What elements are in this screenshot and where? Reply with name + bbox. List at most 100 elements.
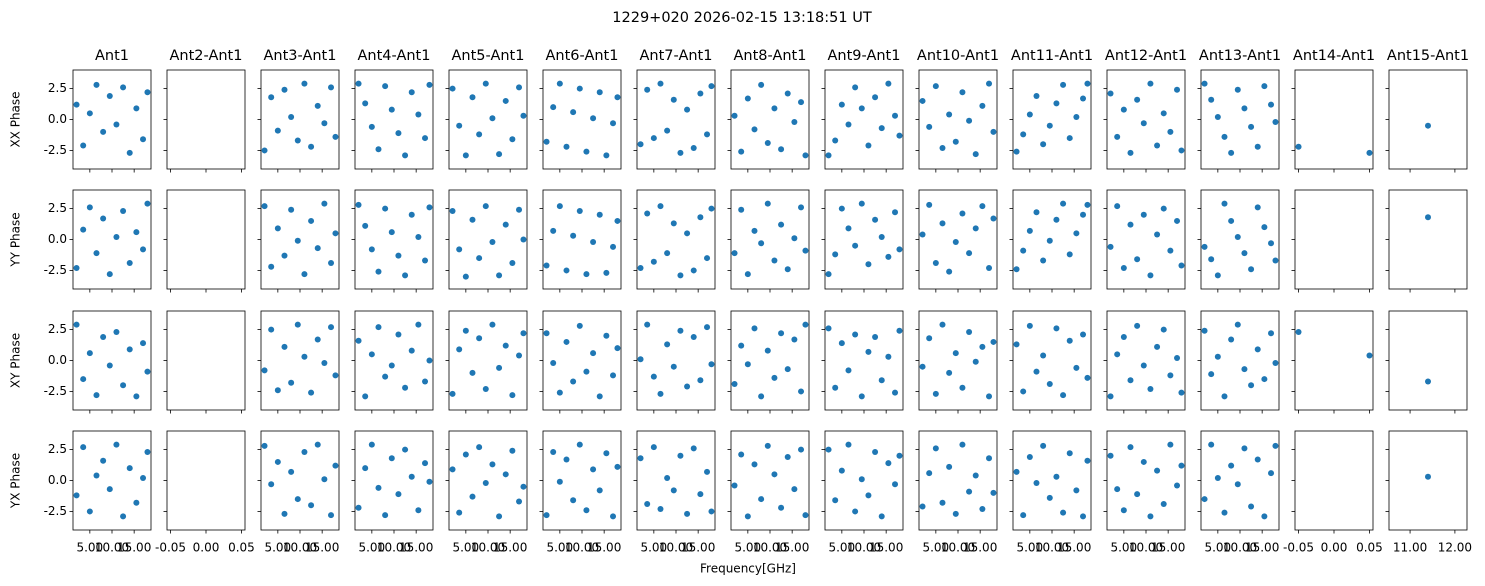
scatter-point <box>301 449 308 456</box>
scatter-point <box>1425 378 1431 385</box>
scatter-point <box>845 441 852 448</box>
scatter-point <box>80 444 87 451</box>
scatter-point <box>288 114 295 121</box>
scatter-point <box>1272 118 1279 125</box>
scatter-point <box>308 217 315 224</box>
scatter-point <box>1084 457 1091 464</box>
scatter-point <box>596 487 603 494</box>
scatter-point <box>382 512 389 519</box>
scatter-point <box>858 200 865 207</box>
scatter-point <box>550 359 557 366</box>
column-title: Ant6-Ant1 <box>546 48 619 64</box>
scatter-point <box>1241 250 1248 257</box>
scatter-point <box>332 372 339 379</box>
scatter-point <box>885 460 892 467</box>
scatter-point <box>288 379 295 386</box>
scatter-point <box>402 152 409 159</box>
column-title: Ant2-Ant1 <box>170 48 243 64</box>
scatter-point <box>832 251 839 258</box>
scatter-point <box>784 90 791 97</box>
scatter-point <box>422 257 429 264</box>
column-title: Ant13-Ant1 <box>1199 48 1281 64</box>
scatter-point <box>751 126 758 133</box>
scatter-point <box>288 468 295 475</box>
scatter-point <box>556 80 563 87</box>
scatter-point <box>1140 211 1147 218</box>
scatter-point <box>509 447 516 454</box>
panel-frame <box>636 69 716 170</box>
column-title: Ant1 <box>95 48 129 64</box>
x-tick-label: 5.00 <box>922 541 949 555</box>
scatter-point <box>321 359 328 366</box>
scatter-point <box>1114 351 1121 358</box>
scatter-point <box>1214 114 1221 121</box>
scatter-point <box>1201 327 1208 334</box>
scatter-point <box>502 221 509 228</box>
scatter-point <box>764 200 771 207</box>
panel-frame <box>918 69 998 170</box>
scatter-point <box>744 95 751 102</box>
x-tick-label: 5.00 <box>734 541 761 555</box>
scatter-point <box>1272 359 1279 366</box>
scatter-point <box>1107 243 1114 250</box>
scatter-point <box>684 106 691 113</box>
scatter-point <box>690 445 697 452</box>
scatter-point <box>1053 473 1060 480</box>
scatter-point <box>1261 83 1268 90</box>
scatter-point <box>979 343 986 350</box>
scatter-point <box>758 81 765 88</box>
scatter-point <box>388 229 395 236</box>
x-tick-label: 10.00 <box>1129 541 1163 555</box>
scatter-point <box>896 132 903 139</box>
scatter-point <box>1147 272 1154 279</box>
scatter-point <box>1160 501 1167 508</box>
scatter-point <box>1174 482 1181 489</box>
scatter-point <box>1228 336 1235 343</box>
scatter-point <box>456 509 463 516</box>
y-tick-label: 0.0 <box>48 232 67 246</box>
scatter-point <box>596 211 603 218</box>
scatter-point <box>926 470 933 477</box>
scatter-point <box>563 267 570 274</box>
scatter-point <box>576 85 583 92</box>
scatter-point <box>838 467 845 474</box>
scatter-point <box>520 236 527 243</box>
scatter-point <box>690 267 697 274</box>
scatter-point <box>516 498 523 505</box>
scatter-point <box>778 504 785 511</box>
scatter-point <box>402 384 409 391</box>
x-tick-label: 15.00 <box>399 541 433 555</box>
scatter-point <box>1234 234 1241 241</box>
scatter-point <box>1201 496 1208 503</box>
scatter-point <box>1066 337 1073 344</box>
scatter-point <box>919 503 926 510</box>
scatter-point <box>449 85 456 92</box>
panel-frame <box>1200 189 1280 290</box>
scatter-point <box>520 330 527 337</box>
scatter-point <box>1020 131 1027 138</box>
scatter-point <box>100 457 107 464</box>
scatter-point <box>489 461 496 468</box>
scatter-point <box>274 127 281 134</box>
scatter-point <box>731 112 738 119</box>
scatter-point <box>1114 133 1121 140</box>
scatter-point <box>1248 123 1255 130</box>
scatter-point <box>1201 80 1208 87</box>
scatter-point <box>872 94 879 101</box>
scatter-point <box>106 92 113 99</box>
column-title: Ant14-Ant1 <box>1293 48 1375 64</box>
scatter-point <box>1425 473 1431 480</box>
scatter-point <box>704 255 711 262</box>
scatter-point <box>986 264 993 271</box>
x-tick-label: 10.00 <box>847 541 881 555</box>
scatter-point <box>896 452 903 459</box>
column-title: Ant3-Ant1 <box>264 48 337 64</box>
scatter-point <box>368 123 375 130</box>
scatter-point <box>1114 203 1121 210</box>
scatter-point <box>872 449 879 456</box>
column-title: Ant9-Ant1 <box>828 48 901 64</box>
scatter-point <box>476 131 483 138</box>
scatter-point <box>872 333 879 340</box>
scatter-point <box>972 225 979 232</box>
column-title: Ant7-Ant1 <box>640 48 713 64</box>
